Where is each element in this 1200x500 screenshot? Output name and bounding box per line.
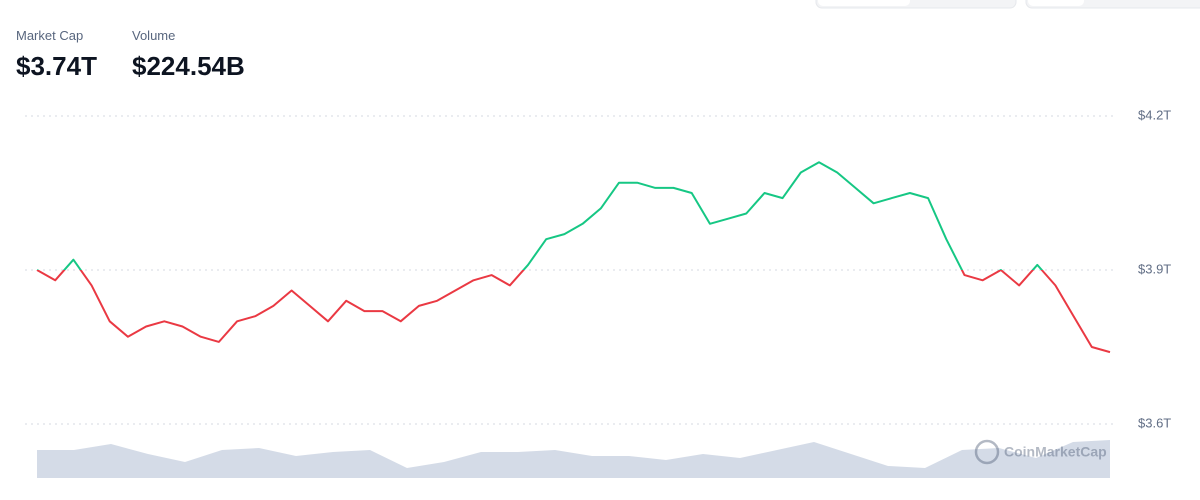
toggle-option[interactable] xyxy=(1028,0,1084,6)
stat-label: Market Cap xyxy=(16,28,84,43)
y-tick-label: $3.6T xyxy=(1138,415,1171,430)
volume-area xyxy=(37,440,1110,478)
stat: Market Cap $3.74T xyxy=(16,28,97,82)
stat-label: Volume xyxy=(132,28,176,43)
y-tick-label: $4.2T xyxy=(1138,107,1171,122)
stat: Volume $224.54B xyxy=(132,28,245,82)
y-tick-label: $3.9T xyxy=(1138,261,1171,276)
stat-value: $224.54B xyxy=(132,51,245,81)
toggle-option[interactable] xyxy=(818,0,910,6)
watermark-text: CoinMarketCap xyxy=(1004,444,1107,460)
price-line xyxy=(36,161,1111,354)
stat-value: $3.74T xyxy=(16,51,97,81)
watermark: CoinMarketCap xyxy=(974,439,1107,465)
